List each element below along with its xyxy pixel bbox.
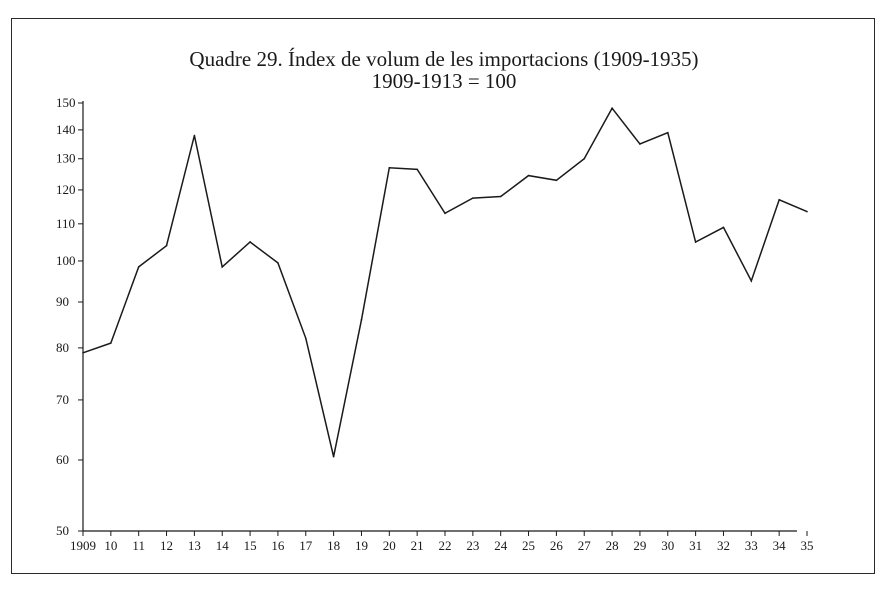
data-point: [221, 266, 224, 268]
y-tick-label: 100: [56, 253, 76, 268]
data-point: [304, 337, 307, 340]
x-tick-label: 18: [327, 538, 340, 553]
y-tick-label: 140: [56, 122, 76, 137]
x-axis-ticks: 1909 10 11 12 13 14 15 16 17 18 19 20 21 22 23 24 25 26 27…: [70, 531, 814, 553]
data-point: [193, 134, 196, 137]
data-point: [694, 241, 697, 243]
data-point: [444, 212, 446, 215]
x-tick-label: 27: [578, 538, 592, 553]
x-tick-label: 14: [216, 538, 230, 553]
x-tick-label: 29: [633, 538, 646, 553]
x-tick-label: 33: [745, 538, 758, 553]
data-point: [332, 455, 335, 458]
x-tick-label: 16: [271, 538, 285, 553]
x-tick-label: 31: [689, 538, 702, 553]
x-tick-label: 21: [411, 538, 424, 553]
data-point: [750, 280, 753, 282]
data-point: [277, 262, 279, 264]
data-point: [82, 351, 84, 354]
chart-title: Quadre 29. Índex de volum de les importa…: [189, 47, 699, 71]
x-tick-label: 23: [466, 538, 479, 553]
x-tick-label: 19: [355, 538, 368, 553]
data-point: [583, 157, 586, 160]
x-tick-label: 35: [801, 538, 814, 553]
data-point: [360, 318, 363, 321]
x-tick-label: 30: [661, 538, 674, 553]
data-point: [165, 244, 168, 247]
x-tick-label: 17: [299, 538, 313, 553]
x-tick-label: 25: [522, 538, 535, 553]
x-tick-label: 34: [773, 538, 787, 553]
data-point: [499, 195, 502, 198]
data-point: [611, 107, 613, 110]
data-point: [137, 266, 140, 268]
y-tick-label: 120: [56, 182, 76, 197]
y-axis-ticks: 50 60 70 80 90 100 110 120 130 140 150: [56, 95, 83, 538]
data-point: [472, 197, 474, 199]
x-tick-label: 22: [439, 538, 452, 553]
y-tick-label: 130: [56, 151, 76, 166]
x-tick-label: 26: [550, 538, 564, 553]
data-point: [778, 198, 780, 201]
y-tick-label: 70: [56, 392, 69, 407]
chart-frame: [11, 18, 875, 574]
data-point: [806, 210, 808, 213]
x-tick-label: 13: [188, 538, 201, 553]
y-tick-label: 90: [56, 294, 69, 309]
data-point: [555, 179, 558, 182]
data-series: [82, 106, 808, 458]
data-point: [722, 226, 725, 229]
data-point: [110, 342, 112, 344]
chart-subtitle: 1909-1913 = 100: [371, 69, 517, 93]
data-point: [527, 174, 530, 177]
y-tick-label: 50: [56, 523, 69, 538]
series-line: [82, 106, 808, 457]
x-tick-label: 10: [104, 538, 117, 553]
data-point: [639, 143, 641, 145]
x-tick-label: 32: [717, 538, 730, 553]
x-tick-label: 28: [606, 538, 619, 553]
y-tick-label: 110: [56, 216, 75, 231]
data-point: [388, 167, 391, 169]
x-tick-label: 11: [132, 538, 145, 553]
data-point: [416, 168, 418, 171]
x-tick-label: 20: [383, 538, 396, 553]
y-tick-label: 80: [56, 340, 69, 355]
x-tick-label: 12: [160, 538, 173, 553]
data-point: [666, 131, 669, 134]
x-tick-label: 24: [494, 538, 508, 553]
x-tick-label: 1909: [70, 538, 96, 553]
data-point: [249, 241, 251, 243]
y-tick-label: 150: [56, 95, 76, 110]
y-tick-label: 60: [56, 452, 69, 467]
chart-axes: [82, 101, 797, 532]
x-tick-label: 15: [244, 538, 257, 553]
